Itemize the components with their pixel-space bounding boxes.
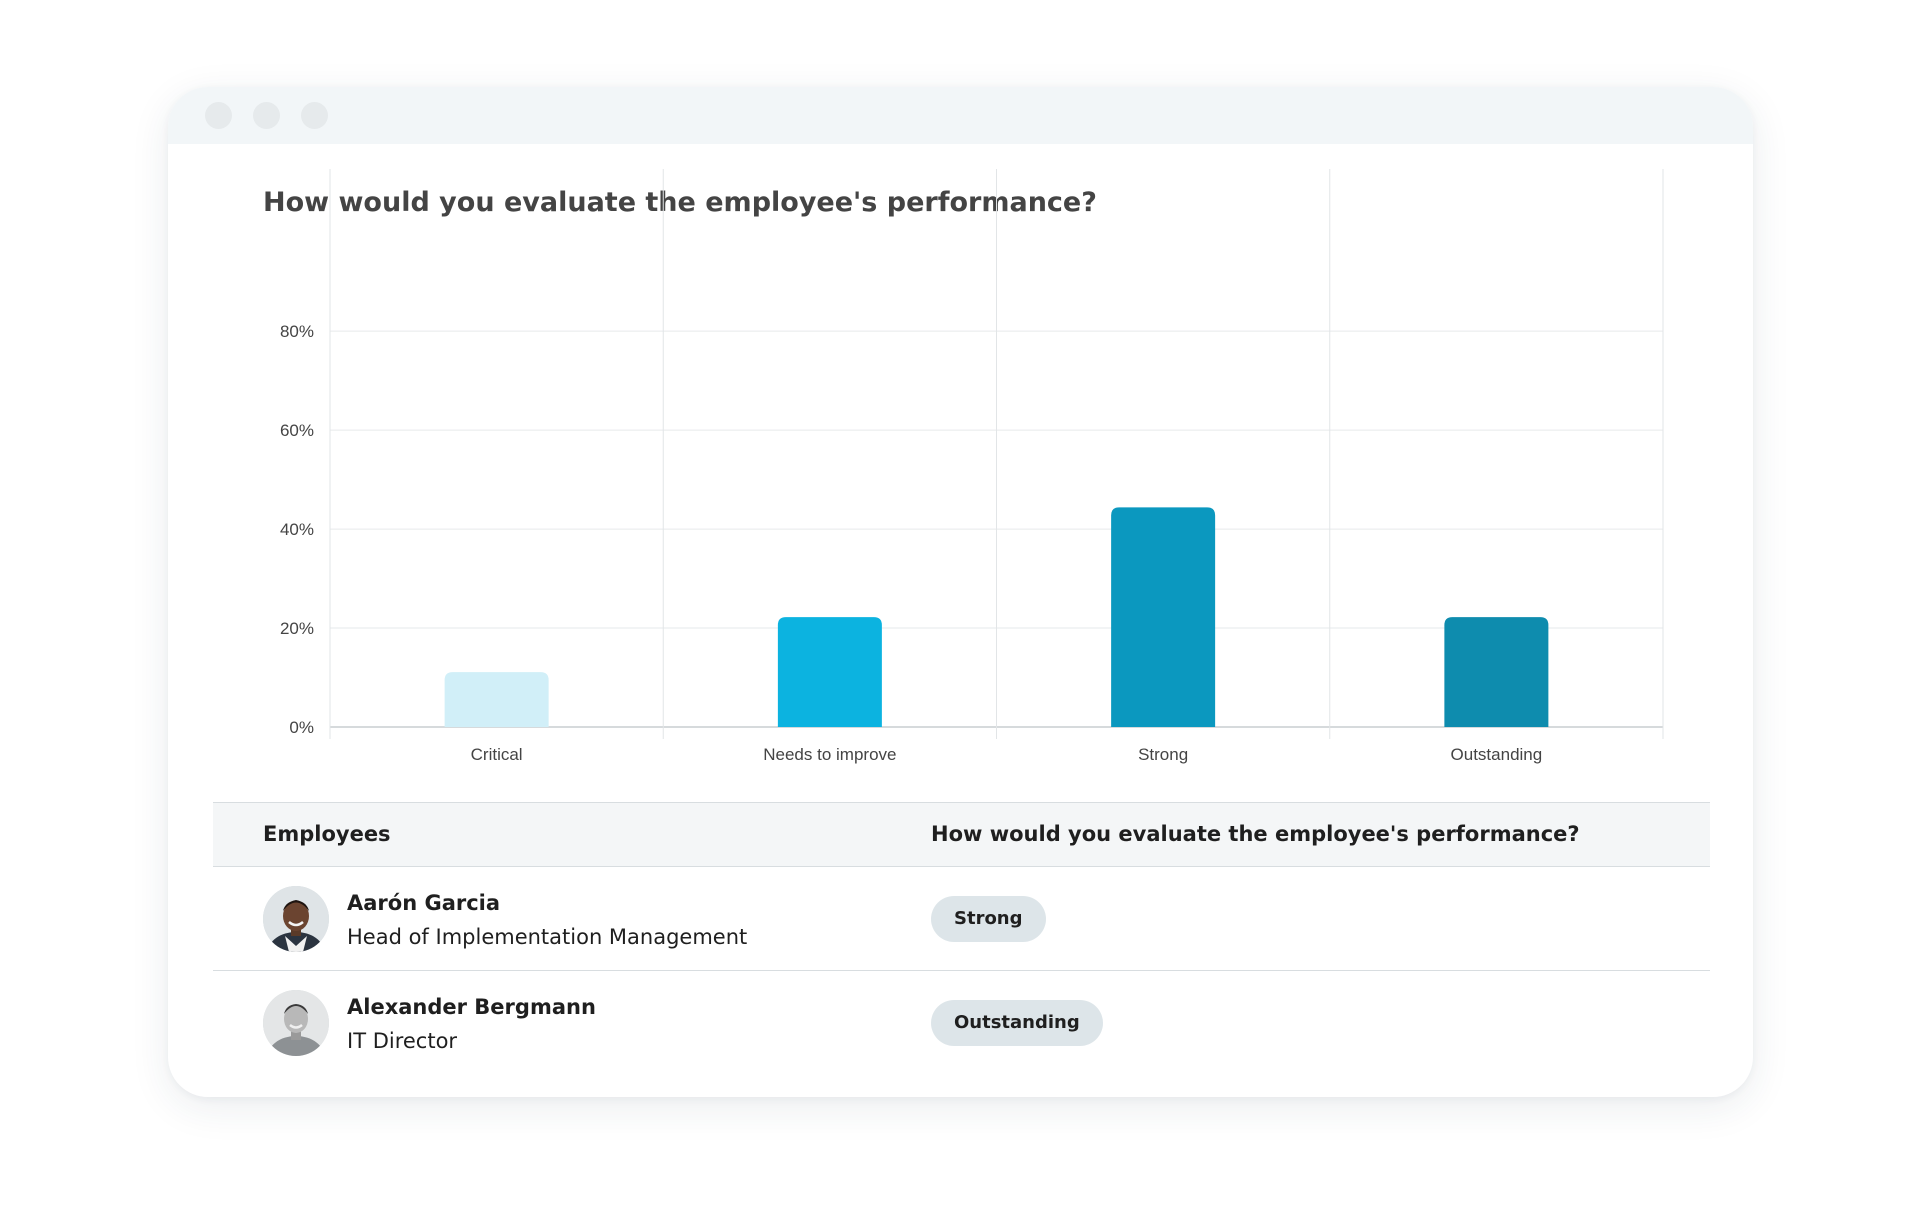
person-avatar-icon [263, 886, 329, 952]
x-tick-label: Needs to improve [763, 745, 896, 764]
bar-critical[interactable] [444, 672, 549, 727]
bar-needs-to-improve[interactable] [777, 617, 882, 727]
y-tick-label: 0% [289, 718, 314, 737]
table-row[interactable]: Aarón Garcia Head of Implementation Mana… [213, 867, 1710, 971]
y-tick-label: 60% [280, 421, 314, 440]
performance-bar-chart: 0% 20% 40% 60% 80% Critical Needs to improve St… [280, 169, 1664, 764]
employee-title: IT Director [347, 1029, 458, 1053]
x-tick-label: Outstanding [1451, 745, 1543, 764]
table-header: Employees How would you evaluate the emp… [213, 802, 1710, 867]
person-avatar-icon [263, 990, 329, 1056]
bar-outstanding[interactable] [1444, 617, 1549, 727]
y-tick-label: 80% [280, 322, 314, 341]
window-close-dot[interactable] [205, 102, 232, 129]
chart-question-title: How would you evaluate the employee's pe… [263, 187, 1097, 218]
employee-name: Aarón Garcia [347, 891, 501, 915]
avatar [263, 886, 329, 952]
rating-badge: Outstanding [931, 1000, 1103, 1046]
header-employees: Employees [263, 822, 391, 846]
window-titlebar [168, 87, 1753, 144]
x-tick-label: Critical [471, 745, 523, 764]
employee-ratings-table: Employees How would you evaluate the emp… [213, 802, 1710, 1074]
bar-strong[interactable] [1111, 507, 1216, 727]
window-minimize-dot[interactable] [253, 102, 280, 129]
app-window: How would you evaluate the employee's pe… [168, 87, 1753, 1097]
y-tick-label: 40% [280, 520, 314, 539]
employee-title: Head of Implementation Management [347, 925, 748, 949]
avatar [263, 990, 329, 1056]
chart-labels: 0% 20% 40% 60% 80% Critical Needs to improve St… [280, 322, 1542, 764]
chart-bars [444, 507, 1549, 727]
chart-grid [329, 169, 1664, 739]
table-row[interactable]: Alexander Bergmann IT Director Outstandi… [213, 971, 1710, 1074]
x-tick-label: Strong [1138, 745, 1188, 764]
employee-name: Alexander Bergmann [347, 995, 596, 1019]
header-rating-question: How would you evaluate the employee's pe… [931, 822, 1580, 846]
rating-badge: Strong [931, 896, 1046, 942]
window-maximize-dot[interactable] [301, 102, 328, 129]
y-tick-label: 20% [280, 619, 314, 638]
